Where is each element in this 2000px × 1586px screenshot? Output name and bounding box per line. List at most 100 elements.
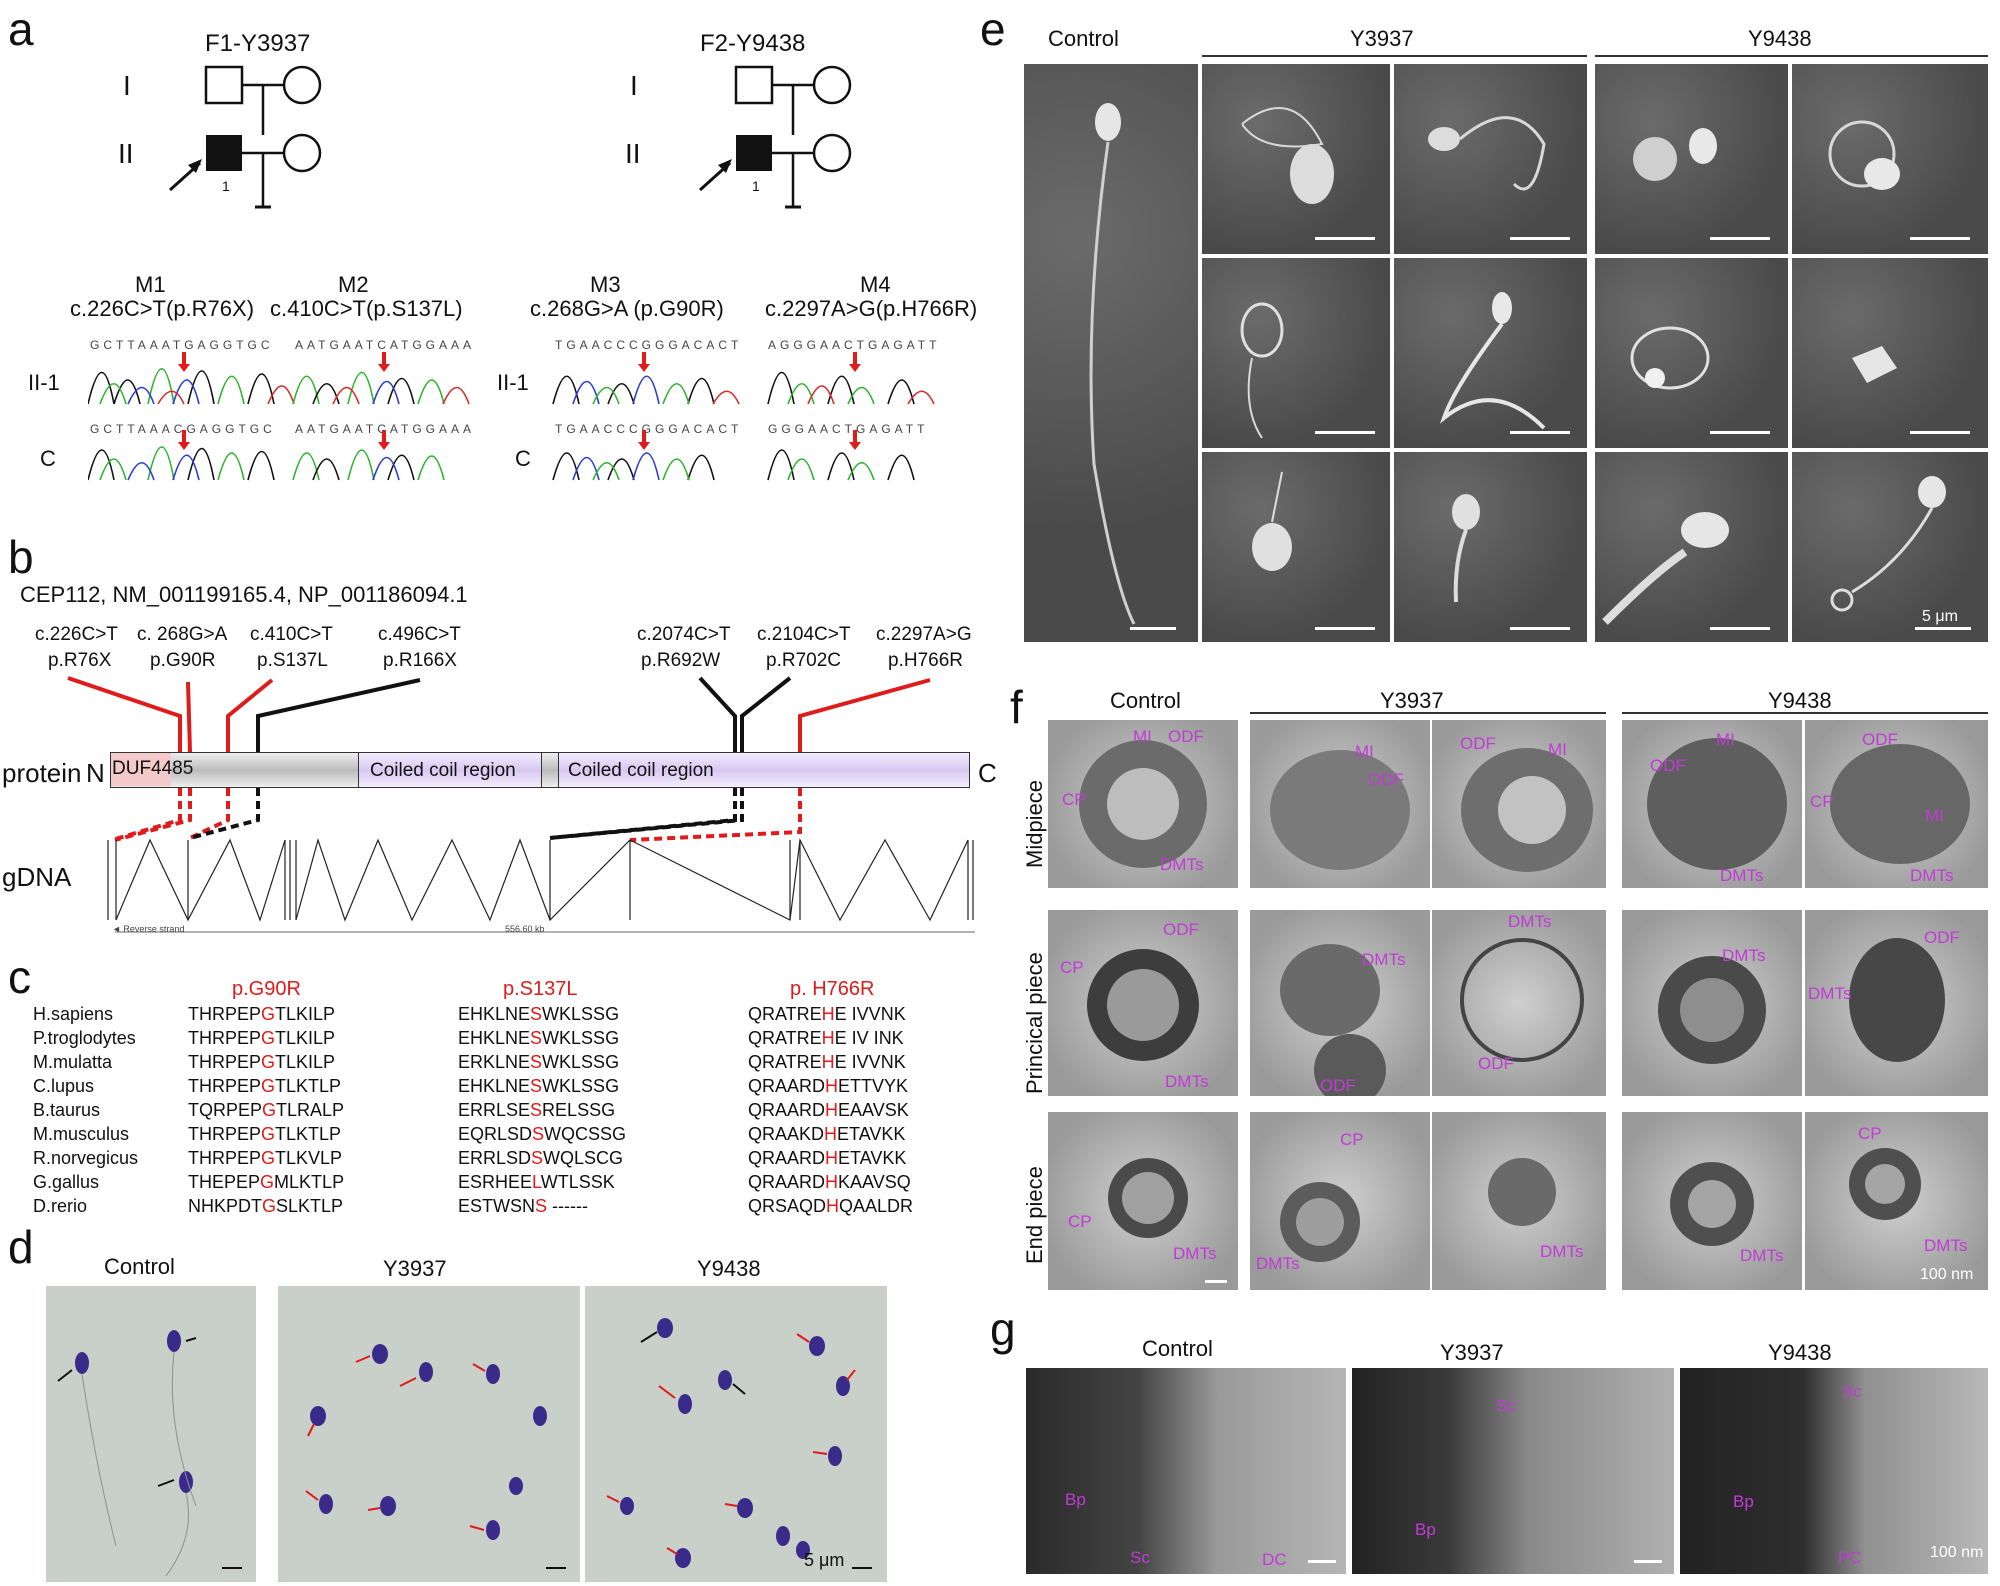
alignment-seq3-row: QRAAKDHETAVKK	[748, 1124, 905, 1145]
panel-g-y3937-image	[1352, 1368, 1674, 1574]
panel-e-y3937-r2c1	[1202, 258, 1390, 448]
alignment-seq1-post: TLKILP	[275, 1004, 336, 1024]
alignment-seq2-pre: ESRHEE	[458, 1172, 533, 1192]
panel-f-control-principal	[1048, 910, 1238, 1096]
alignment-seq1-pre: THRPEP	[188, 1052, 262, 1072]
panel-f-y3937-principal-1	[1250, 910, 1430, 1096]
panel-e-y3937-r3c2	[1394, 452, 1587, 642]
f-y1b-mi: MI	[1548, 740, 1567, 759]
alignment-header-1: p.G90R	[232, 978, 301, 1000]
f-ctrl-odf: ODF	[1168, 727, 1204, 746]
panel-f-y9438-principal-2	[1805, 910, 1988, 1096]
f-y1a-ep-cp: CP	[1340, 1130, 1364, 1149]
f-y1a-ep-dmts: DMTs	[1256, 1254, 1300, 1273]
panel-g-title-y9438: Y9438	[1768, 1340, 1832, 1365]
species-name: R.norvegicus	[33, 1148, 139, 1168]
panel-label-a: a	[8, 3, 34, 55]
alignment-seq2-post: WKLSSG	[542, 1052, 620, 1072]
alignment-seq2-post: WQLSCG	[543, 1148, 624, 1168]
gen-label-2-II: II	[625, 138, 641, 169]
g-ctrl-dc: DC	[1262, 1550, 1287, 1569]
panel-e-scalebar-8	[1910, 431, 1970, 434]
proband-number-1: 1	[222, 178, 230, 194]
alignment-seq3-mid: H	[825, 1172, 839, 1192]
c-terminus: C	[978, 758, 997, 788]
alignment-seq2-pre: EHKLNE	[458, 1004, 531, 1024]
alignment-header-2: p.S137L	[503, 978, 578, 1000]
alignment-seq1-post: TLKILP	[275, 1028, 336, 1048]
variant-7-c: c.2297A>G	[876, 624, 972, 645]
alignment-seq3-pre: QRSAQD	[748, 1196, 827, 1216]
panel-f-header-line-y3937	[1250, 712, 1606, 714]
alignment-seq2-mid: S	[535, 1196, 548, 1216]
alignment-seq1-mid: G	[261, 1004, 276, 1024]
coiled-coil-label-1: Coiled coil region	[370, 760, 516, 781]
panel-g-scalebar-control	[1308, 1560, 1336, 1563]
alignment-seq1-pre: THRPEP	[188, 1148, 262, 1168]
f-ctrl-pp-dmts: DMTs	[1165, 1072, 1209, 1091]
panel-g-scalebar-y3937	[1634, 1560, 1662, 1563]
strand-label: ◄ Reverse strand	[112, 924, 185, 934]
alignment-seq2-post: WKLSSG	[542, 1028, 620, 1048]
alignment-seq1-row: THRPEPGTLKTLP	[188, 1076, 341, 1097]
panel-f-y9438-midpiece-2	[1805, 720, 1988, 888]
panel-e-y3937-r1c2	[1394, 64, 1587, 254]
panel-e-scalebar-7	[1710, 431, 1770, 434]
alignment-seq1-post: TLKTLP	[275, 1076, 342, 1096]
panel-f-y3937-end-1	[1250, 1112, 1430, 1290]
panel-e-scalebar-3	[1710, 237, 1770, 240]
alignment-seq3-row: QRSAQDHQAALDR	[748, 1196, 913, 1217]
seq-m2-ii1: AATGAATCATGGAAA	[295, 338, 476, 352]
panel-d-title-control: Control	[104, 1254, 175, 1279]
family-id-2: F2-Y9438	[700, 30, 806, 57]
panel-label-g: g	[990, 1303, 1016, 1355]
panel-e-title-y9438: Y9438	[1748, 26, 1812, 51]
seq-m1-c: GCTTAAACGAGGTGC	[90, 422, 276, 436]
alignment-seq1-row: THRPEPGTLKILP	[188, 1004, 335, 1025]
f-y2b-odf: ODF	[1862, 730, 1898, 749]
variant-5-p: p.R692W	[641, 650, 721, 671]
f-ctrl-ep-cp: CP	[1068, 1212, 1092, 1231]
alignment-seq3-mid: H	[825, 1148, 839, 1168]
f-y2a-pp-dmts: DMTs	[1722, 946, 1766, 965]
panel-f-y9438-end-1	[1622, 1112, 1802, 1290]
panel-d-title-y3937: Y3937	[383, 1256, 447, 1281]
f-y2b-pp-dmts: DMTs	[1808, 984, 1852, 1003]
alignment-seq3-row: QRAARDHETAVKK	[748, 1148, 906, 1169]
alignment-seq1-pre: THRPEP	[188, 1004, 262, 1024]
seq-m3-ii1: TGAACCCGGGACACT	[555, 338, 743, 352]
alignment-seq2-pre: ERRLSD	[458, 1148, 532, 1168]
alignment-seq3-row: QRATREHE IVVNK	[748, 1004, 906, 1025]
panel-label-d: d	[8, 1221, 34, 1273]
panel-e-scalebar-2	[1510, 237, 1570, 240]
gene-identifier: CEP112, NM_001199165.4, NP_001186094.1	[20, 582, 468, 607]
alignment-seq3-row: QRATREHE IV INK	[748, 1028, 904, 1049]
alignment-seq1-row: THRPEPGTLKILP	[188, 1052, 335, 1073]
panel-e-header-line-y3937	[1202, 55, 1587, 57]
row-label-end-piece: End piece	[1022, 1166, 1047, 1264]
f-y1a-pp-odf: ODF	[1320, 1076, 1356, 1095]
panel-g-title-control: Control	[1142, 1336, 1213, 1361]
alignment-seq3-post: KAAVSQ	[838, 1172, 911, 1192]
mutation-name-m1: M1	[135, 272, 166, 297]
g-ctrl-bp: Bp	[1065, 1490, 1086, 1509]
alignment-seq1-mid: G	[260, 1172, 275, 1192]
gdna-length: 556.60 kb	[505, 924, 545, 934]
alignment-seq1-row: THRPEPGTLKILP	[188, 1028, 335, 1049]
alignment-seq3-post: E IVVNK	[834, 1052, 906, 1072]
panel-e-y9438-r3c2	[1792, 452, 1988, 642]
panel-e-y9438-r1c2	[1792, 64, 1988, 254]
f-y2b-cp: CP	[1810, 792, 1834, 811]
alignment-seq1-pre: NHKPDT	[188, 1196, 263, 1216]
alignment-seq3-mid: H	[821, 1028, 835, 1048]
f-y2b-dmts: DMTs	[1910, 866, 1954, 885]
alignment-seq3-post: ETAVKK	[837, 1124, 906, 1144]
mutation-change-m3: c.268G>A (p.G90R)	[530, 296, 724, 321]
alignment-seq2-row: ESRHEELWTLSSK	[458, 1172, 615, 1193]
row-label-c-left: C	[40, 446, 56, 471]
coiled-coil-label-2: Coiled coil region	[568, 760, 714, 781]
alignment-seq2-mid: L	[532, 1172, 541, 1192]
alignment-seq3-post: E IV INK	[834, 1028, 904, 1048]
species-name: D.rerio	[33, 1196, 88, 1216]
alignment-seq2-post: WTLSSK	[540, 1172, 615, 1192]
